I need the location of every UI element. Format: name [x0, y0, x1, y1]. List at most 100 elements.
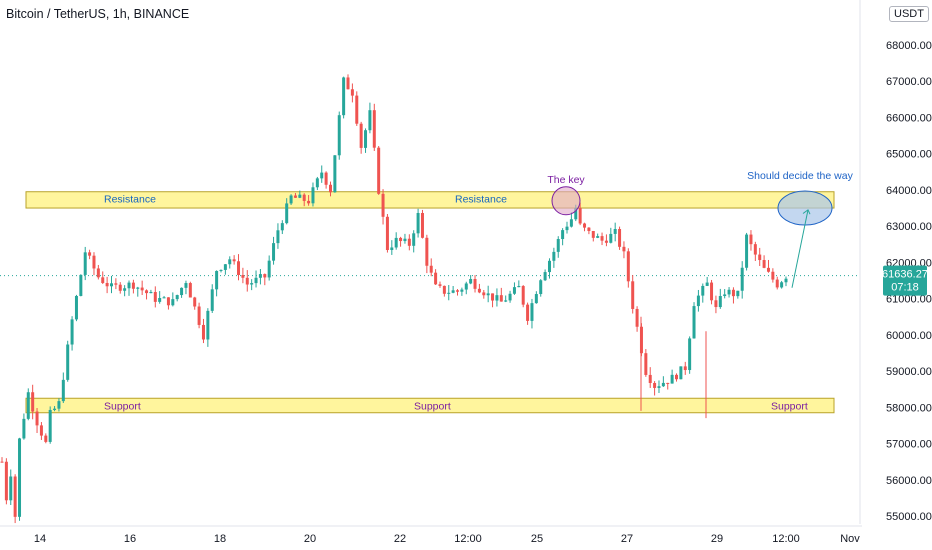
chart-title: Bitcoin / TetherUS, 1h, BINANCE — [6, 7, 190, 21]
candle-body — [635, 308, 639, 327]
candle-body — [258, 274, 262, 278]
candle-body — [526, 304, 530, 321]
candle-body — [749, 234, 753, 245]
candle-body — [657, 386, 661, 388]
candle-body — [661, 382, 665, 387]
candle-body — [13, 476, 17, 517]
y-tick-label: 66000.00 — [886, 112, 932, 124]
trend-arrow[interactable] — [791, 209, 809, 288]
candle-body — [324, 172, 328, 185]
candle-body — [447, 292, 451, 294]
resistance-label: Resistance — [455, 194, 507, 206]
candle-body — [219, 269, 223, 271]
candle-body — [254, 277, 258, 284]
candle-body — [740, 267, 744, 291]
arrow-head-icon — [802, 209, 811, 215]
candle-body — [289, 195, 293, 204]
candle-body — [683, 366, 687, 371]
currency-button[interactable]: USDT — [889, 6, 929, 22]
candle-body — [215, 270, 219, 290]
candle-body — [237, 261, 241, 276]
candle-body — [491, 293, 495, 301]
candle-body — [22, 418, 26, 439]
candle-body — [648, 374, 652, 383]
candle-body — [574, 208, 578, 220]
candle-body — [35, 411, 39, 426]
candle-body — [626, 251, 630, 282]
candle-body — [250, 283, 254, 285]
candle-body — [390, 247, 394, 251]
candle-body — [714, 300, 718, 308]
candle-body — [416, 212, 420, 234]
candle-body — [438, 284, 442, 286]
candle-body — [587, 227, 591, 231]
candle-body — [775, 279, 779, 288]
resistance-zone[interactable] — [25, 191, 835, 209]
candle-body — [753, 244, 757, 255]
support-zone[interactable] — [25, 397, 835, 414]
candle-body — [394, 237, 398, 248]
candle-body — [346, 77, 350, 90]
x-tick-label: 18 — [214, 533, 226, 545]
candle-body — [552, 251, 556, 261]
y-tick-label: 63000.00 — [886, 221, 932, 233]
candle-body — [407, 238, 411, 246]
candle-body — [745, 234, 749, 268]
candle-body — [425, 237, 429, 266]
candle-body — [175, 295, 179, 300]
candle-body — [784, 278, 788, 283]
y-tick-label: 68000.00 — [886, 40, 932, 52]
candle-body — [206, 310, 210, 340]
candle-body — [613, 229, 617, 234]
candle-body — [140, 287, 144, 291]
candle-body — [228, 259, 232, 265]
candle-body — [193, 297, 197, 307]
candle-body — [495, 295, 499, 301]
key-ellipse[interactable] — [551, 186, 581, 216]
candle-body — [710, 282, 714, 301]
x-tick-label: 27 — [621, 533, 633, 545]
candle-body — [96, 268, 100, 278]
candle-body — [210, 289, 214, 311]
candle-body — [578, 208, 582, 224]
candle-body — [272, 243, 276, 261]
candle-body — [460, 289, 464, 292]
price-axis: 55000.00 56000.00 57000.00 58000.00 59000.00… — [859, 0, 932, 524]
candle-body — [534, 294, 538, 304]
candle-body — [79, 274, 83, 296]
candle-body — [333, 155, 337, 193]
candle-body — [223, 264, 227, 270]
x-tick-label: 20 — [304, 533, 316, 545]
candle-body — [670, 374, 674, 384]
candle-body — [342, 77, 346, 116]
candle-body — [653, 382, 657, 388]
x-tick-label: 25 — [531, 533, 543, 545]
candle-body — [263, 274, 267, 278]
candle-body — [302, 194, 306, 201]
candle-body — [320, 172, 324, 179]
candle-body — [420, 212, 424, 238]
candle-body — [705, 282, 709, 286]
candle-body — [92, 255, 96, 269]
candle-body — [718, 296, 722, 308]
candle-body — [482, 292, 486, 296]
decide-ellipse[interactable] — [777, 190, 833, 226]
support-label: Support — [414, 400, 451, 412]
y-tick-label: 58000.00 — [886, 402, 932, 414]
candle-body — [109, 283, 113, 287]
candle-body — [201, 324, 205, 340]
support-label: Support — [104, 400, 141, 412]
candle-body — [158, 298, 162, 302]
candle-body — [679, 366, 683, 380]
candle-body — [328, 184, 332, 193]
candle-body — [61, 379, 65, 402]
candle-body — [171, 299, 175, 306]
candle-body — [377, 147, 381, 194]
candle-body — [48, 409, 52, 442]
candle-body — [569, 219, 573, 227]
candle-body — [114, 283, 118, 285]
candle-body — [469, 278, 473, 284]
candle-body — [18, 438, 22, 517]
candle-body — [412, 233, 416, 246]
